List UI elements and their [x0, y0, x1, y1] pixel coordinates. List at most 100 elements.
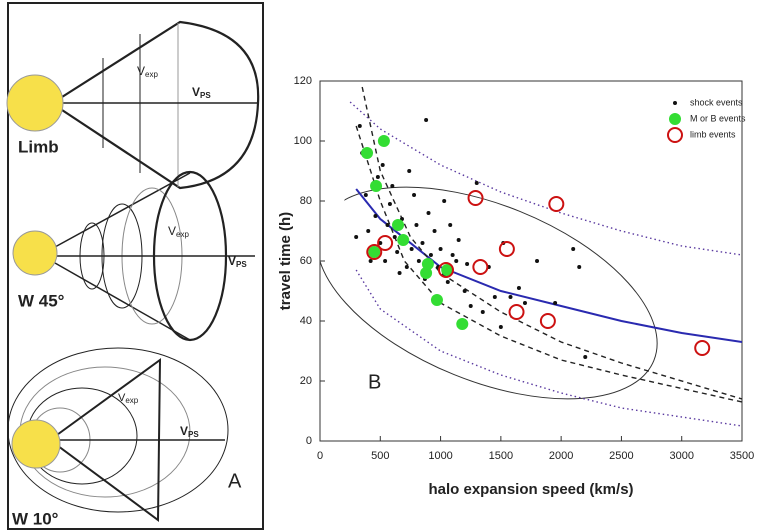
- model-curve: [355, 269, 742, 427]
- shock-point: [366, 229, 371, 233]
- limb-point: [472, 259, 489, 275]
- shock-point: [380, 163, 385, 167]
- shock-point: [420, 241, 425, 245]
- mb-point: [441, 264, 454, 276]
- limb-point: [539, 313, 556, 329]
- x-tick-label: 3500: [730, 450, 754, 462]
- shock-point: [583, 355, 588, 359]
- shock-point: [508, 295, 513, 299]
- shock-point: [416, 259, 421, 263]
- limb-point: [667, 127, 683, 143]
- shock-point: [395, 250, 400, 254]
- x-tick-label: 1000: [428, 450, 452, 462]
- limb-point: [548, 196, 565, 212]
- shock-point: [432, 229, 437, 233]
- shock-point: [412, 193, 417, 197]
- limb-cone: [61, 20, 260, 190]
- shock-point: [383, 259, 388, 263]
- shock-point: [387, 202, 392, 206]
- mb-point: [430, 294, 443, 306]
- y-tick-label: 60: [300, 255, 312, 267]
- limb-point: [437, 262, 454, 278]
- y-tick-label: 40: [300, 315, 312, 327]
- y-tick-label: 100: [294, 135, 312, 147]
- shock-point: [465, 262, 470, 266]
- mb-point: [420, 267, 433, 279]
- shock-point: [535, 259, 540, 263]
- shock-point: [498, 325, 503, 329]
- limb-point: [467, 190, 484, 206]
- x-tick-label: 3000: [669, 450, 693, 462]
- shock-point: [474, 181, 479, 185]
- shock-point: [424, 118, 429, 122]
- curves: [349, 86, 742, 427]
- y-tick-label: 120: [294, 75, 312, 87]
- panel-a: [6, 2, 264, 530]
- mb-point: [392, 219, 405, 231]
- vexp-label: Vexp: [137, 64, 158, 79]
- shock-point: [385, 223, 390, 227]
- shock-point: [392, 235, 397, 239]
- sun: [11, 419, 61, 469]
- shock-point: [492, 295, 497, 299]
- shock-point: [448, 223, 453, 227]
- x-tick-label: 2500: [609, 450, 633, 462]
- limb-point: [694, 340, 711, 356]
- view-label: W 10°: [12, 509, 59, 528]
- panel-label: A: [228, 470, 242, 492]
- vexp-label: Vexp: [168, 224, 189, 239]
- x-tick-label: 0: [317, 450, 323, 462]
- y-tick-label: 0: [306, 435, 312, 447]
- shock-point: [456, 238, 461, 242]
- shock-point: [407, 169, 412, 173]
- vexp-label: Vexp: [118, 392, 139, 405]
- legend-label: shock events: [690, 97, 743, 107]
- shock-point: [438, 247, 443, 251]
- shock-point: [468, 304, 473, 308]
- shock-point: [397, 271, 402, 275]
- shock-point: [442, 199, 447, 203]
- mb-point: [370, 180, 383, 192]
- limb-point: [377, 235, 394, 251]
- shock-point: [522, 301, 527, 305]
- shock-point: [577, 265, 582, 269]
- shock-point: [375, 175, 380, 179]
- sun: [6, 74, 64, 132]
- shock-point: [673, 101, 677, 105]
- x-tick-label: 500: [371, 450, 389, 462]
- mb-point: [368, 246, 381, 258]
- sun: [12, 230, 58, 276]
- vps-label: VPS: [228, 254, 247, 269]
- y-tick-label: 80: [300, 195, 312, 207]
- view-label: W 45°: [18, 291, 65, 310]
- mb-point: [397, 234, 410, 246]
- limb-point: [508, 304, 525, 320]
- shock-point: [404, 265, 409, 269]
- mb-point: [456, 318, 469, 330]
- shock-point: [368, 259, 373, 263]
- shock-point: [373, 214, 378, 218]
- shock-point: [428, 253, 433, 257]
- vps-label: VPS: [192, 85, 211, 100]
- shock-point: [390, 184, 395, 188]
- x-tick-label: 1500: [489, 450, 513, 462]
- shock-point: [553, 301, 558, 305]
- shock-point: [445, 280, 450, 284]
- w10-ellipse: [7, 347, 229, 513]
- w45-cone: [54, 172, 191, 248]
- shock-point: [409, 247, 414, 251]
- limb-point: [366, 244, 383, 260]
- shock-point: [426, 211, 431, 215]
- mb-point: [421, 258, 434, 270]
- vps-label: VPS: [180, 424, 199, 439]
- shock-point: [571, 247, 576, 251]
- y-tick-label: 20: [300, 375, 312, 387]
- mb-point: [377, 135, 390, 147]
- limb-point: [498, 241, 515, 257]
- model-curve: [361, 86, 742, 400]
- model-curve: [355, 125, 742, 403]
- mb-point: [669, 113, 681, 125]
- shock-point: [378, 241, 383, 245]
- shock-point: [354, 235, 359, 239]
